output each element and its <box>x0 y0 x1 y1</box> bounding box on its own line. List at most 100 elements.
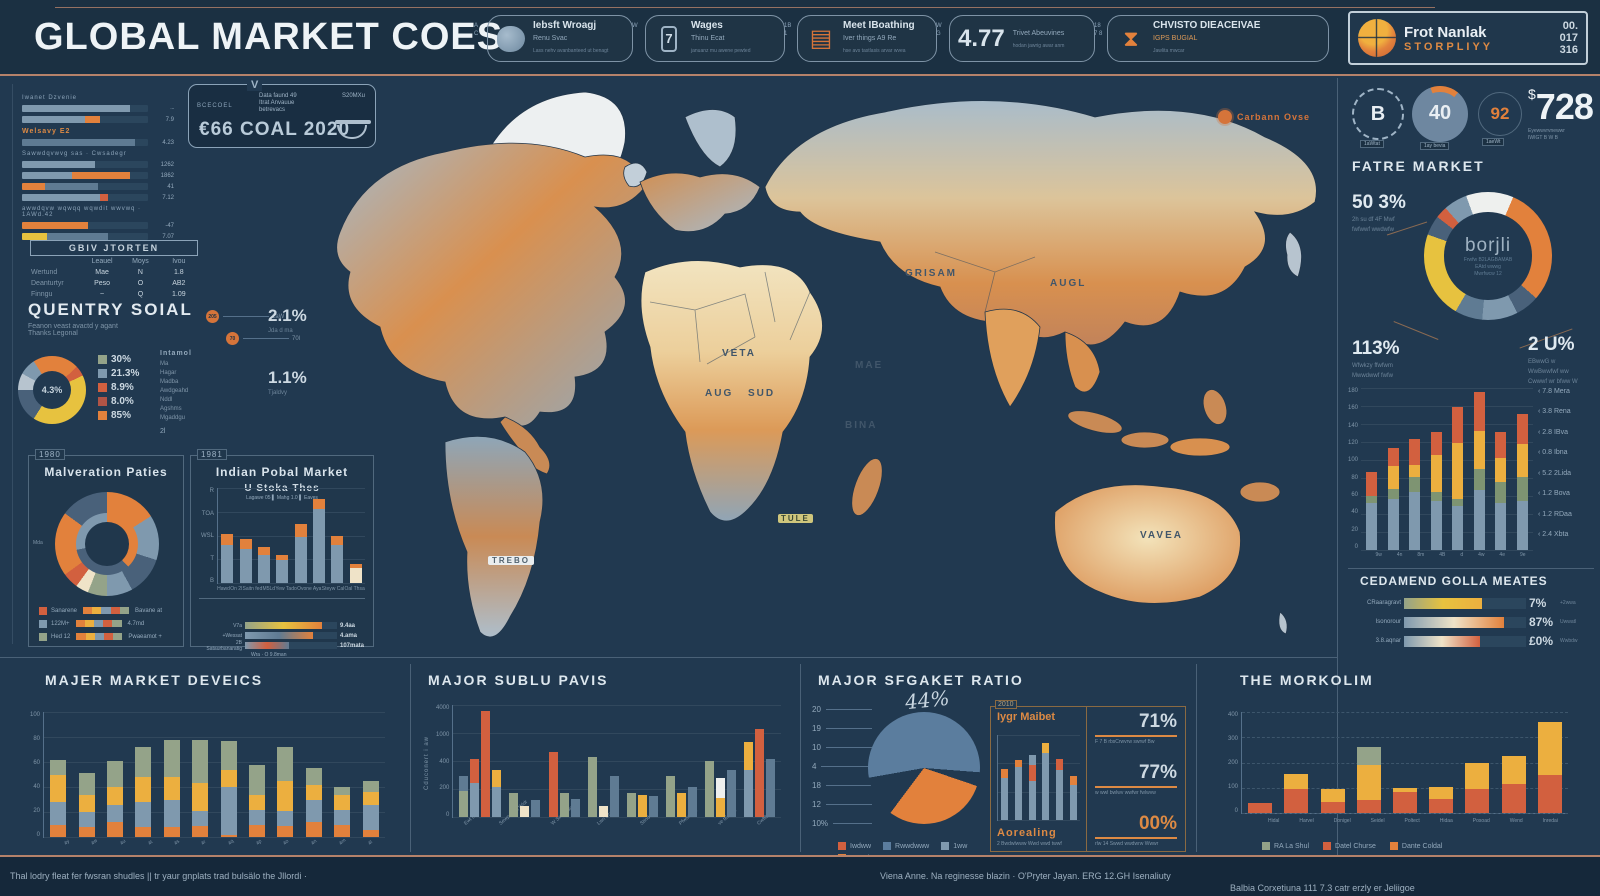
big-stat: $728 Eyewwvrvnewwr IWIGT B W B <box>1528 86 1594 141</box>
bar-segment <box>312 508 325 583</box>
map-madagascar <box>851 458 883 516</box>
bar-segment <box>687 786 697 817</box>
bar-segment <box>135 827 152 837</box>
bar <box>531 705 541 817</box>
stat-circle: B <box>1352 88 1404 140</box>
gradient-bar-row: 2B Sataurbanaratig 107mata <box>199 640 367 652</box>
chip-note: hse avs tastlasis arvar wvea <box>843 48 906 54</box>
map-asia <box>764 100 1317 346</box>
bar-label: V7a <box>233 622 242 629</box>
y-axis: 400 300 200 100 0 <box>1228 712 1241 814</box>
bar-track <box>1404 616 1526 628</box>
chip-sub: Trivet Abeuvines <box>1012 29 1065 37</box>
bar-segment <box>239 539 252 549</box>
bar <box>277 712 294 837</box>
bar-segment <box>22 233 48 240</box>
grid-line <box>44 787 385 788</box>
map-scandinavia <box>684 109 737 168</box>
bar-segment <box>22 183 45 190</box>
bar-group <box>704 705 736 817</box>
bar-segment <box>1465 789 1490 813</box>
bar <box>1014 735 1022 820</box>
bar <box>1465 712 1490 813</box>
map-new-zealand <box>1278 611 1288 635</box>
mini-bar-row: 7.12 <box>22 192 174 203</box>
y-tick-label: 200 <box>1228 760 1239 766</box>
legend-label: Dante Coldal <box>1401 842 1443 850</box>
map-central-america <box>499 416 551 475</box>
bar-fill <box>1404 597 1483 609</box>
badge-note: Data faund 49 Itrat Anvauue betrevacs <box>259 93 297 113</box>
bar-segment <box>1537 722 1562 776</box>
badge-right-text: S20MXu <box>341 93 365 99</box>
donut-hole <box>32 370 72 410</box>
quentry-section-header: QUENTRY SOIAL Feanon veast avactd y agan… <box>28 300 193 337</box>
x-axis-labels: 9w 4n 8m 4B d 4w 4e 9e <box>1368 552 1533 558</box>
bar-segment <box>103 620 113 627</box>
y-tick-label: 60 <box>33 760 41 766</box>
iygr-chart-pane: 2010 Iygr Maibet Aorealing 2 Bwdwlwww Wwd… <box>991 700 1087 851</box>
bar-segment <box>548 752 558 817</box>
bar <box>294 488 307 583</box>
legend-item: 1ww <box>941 842 967 850</box>
stat-marker: 70 70l <box>226 332 300 345</box>
bar-segment <box>334 794 351 810</box>
sfgaket-pie-chart <box>868 712 980 824</box>
grid-line <box>1242 737 1568 739</box>
right-labels: ‹ 7.8 Mera ‹ 3.8 Rena ‹ 2.8 IBva ‹ 0.8 Ibna… <box>1538 388 1598 538</box>
bar-track <box>1404 635 1526 647</box>
bar-segment <box>1001 769 1009 778</box>
grid-line <box>1242 762 1568 764</box>
bar-group <box>587 705 619 817</box>
x-tick-label: Steyw Cal <box>321 586 345 592</box>
grid-line <box>44 712 385 713</box>
cedamend-bars: CRaaragravt 7% +2wwa Isonorour 87% Uwwatl 3.8.… <box>1348 594 1594 651</box>
bar-segment <box>22 105 131 112</box>
x-tick-label: Hidal <box>1267 818 1280 824</box>
bar-segment <box>1366 503 1378 550</box>
legend-label: 122M+ <box>51 620 70 627</box>
bar-segment <box>1429 799 1454 813</box>
bar-segment <box>1430 432 1442 455</box>
map-europe <box>639 172 761 233</box>
bar-segment <box>163 827 180 837</box>
bar-segment <box>249 824 266 837</box>
donut-callout: 50 3% 2h su df 4F Mwf fwfwwf wwdwfw <box>1352 192 1406 233</box>
bar-segment <box>531 799 541 817</box>
chip-title: CHVISTO DIEACEIVAE <box>1153 20 1261 31</box>
bar-segment <box>1473 430 1485 470</box>
bar-segment <box>249 809 266 825</box>
header-stat-chip: 1B 1 ▤ Meet IBoathing Iver things A9 Re hs… <box>784 15 937 62</box>
legend-label: 8.9% <box>111 381 134 393</box>
y-tick-label: T <box>210 555 215 562</box>
chip-note: hodan jawrig awar anm <box>1012 42 1065 49</box>
donut-callout: 113% Wfwkzy ffwfwm Mwwdwwf fwfw <box>1352 338 1400 379</box>
x-tick-label: 9w <box>1375 552 1382 558</box>
grid-line <box>44 837 385 838</box>
top-left-bar-chart: Iwanet Dzvenie ·- 7.9 Welsavy E2 4.23 Sawwdqv… <box>22 92 174 242</box>
panel-subtitle: Iygr Maibet <box>997 711 1056 723</box>
table-header-cell <box>30 256 83 267</box>
brand-figure: 316 <box>1559 44 1578 56</box>
bar-track <box>22 233 148 240</box>
bar-group <box>548 705 580 817</box>
table-cell: ~ <box>100 291 105 298</box>
gradient-bar-row: CRaaragravt 7% +2wwa <box>1348 594 1594 612</box>
legend-label: 8.0% <box>111 395 134 407</box>
y-tick-label: 1000 <box>436 731 450 738</box>
grid-line <box>1361 459 1533 461</box>
bar-segment <box>257 554 270 583</box>
table-title: GBIV JTORTEN <box>30 240 198 256</box>
bar-segment <box>459 776 469 792</box>
bar-segment <box>1014 759 1022 767</box>
map-india <box>984 308 1041 408</box>
bar-segment <box>135 747 152 777</box>
grid-line <box>1242 712 1568 713</box>
bar-segment <box>1069 776 1077 785</box>
bar-segment <box>85 116 101 123</box>
bar-note: Uwwatl <box>1560 619 1577 625</box>
bar-segment <box>1284 773 1309 790</box>
chip-side-marks: W G <box>936 23 942 37</box>
x-tick-label: 4m <box>337 837 348 847</box>
bar-segment <box>93 620 104 627</box>
